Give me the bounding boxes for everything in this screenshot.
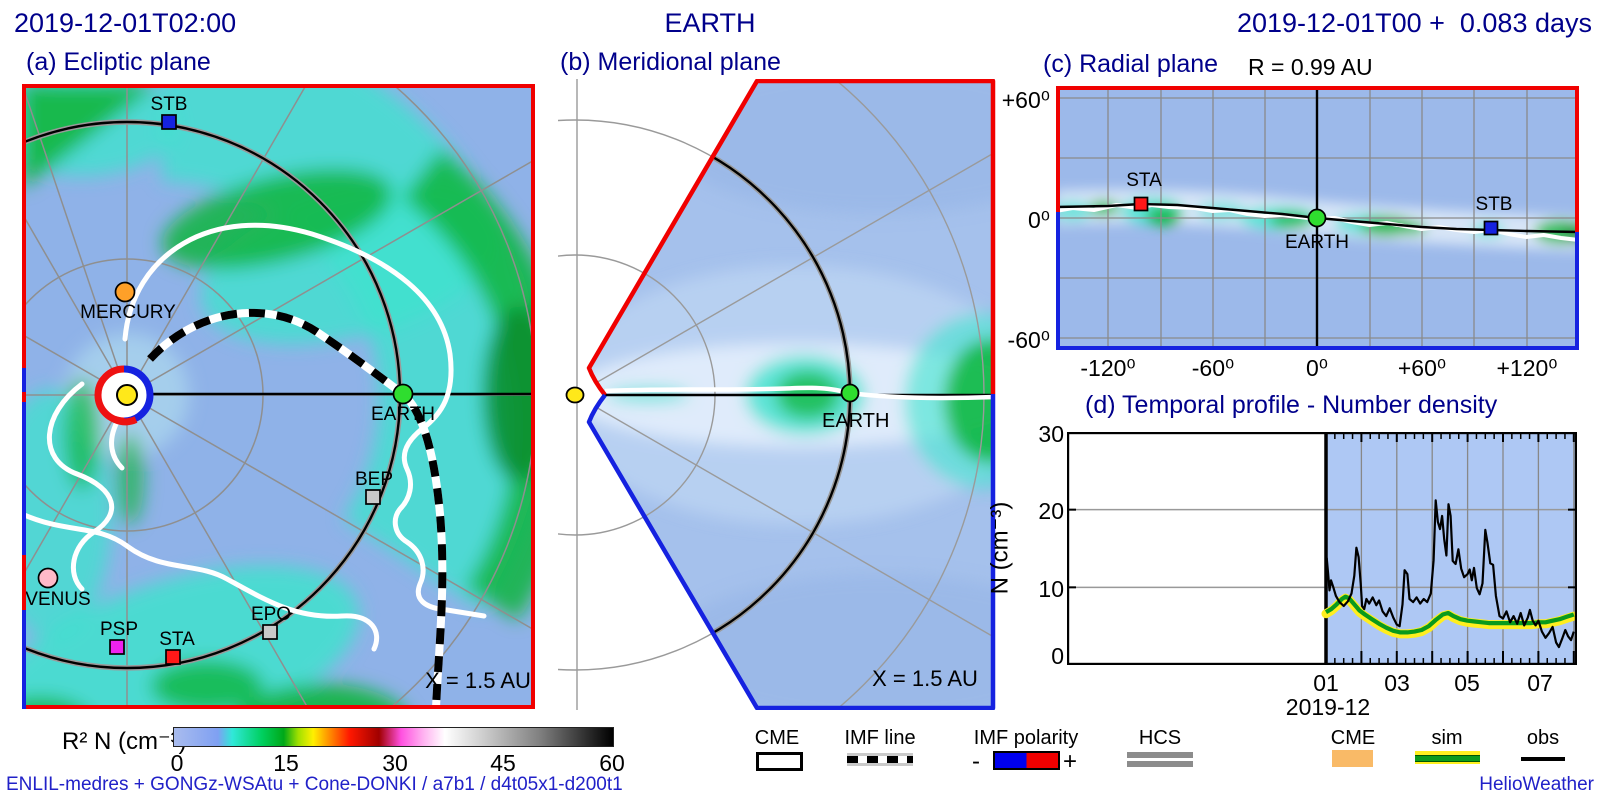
d-x-axis-label: 2019-12 (1285, 694, 1371, 720)
sta-marker (165, 649, 181, 665)
ecliptic-markers: STB MERCURY VENUS PSP STA EPO BEP EARTH (25, 94, 435, 665)
c-x-tick-3: 0⁰ (1305, 355, 1329, 381)
panel-c-title: (c) Radial plane (1043, 50, 1219, 78)
imf-polarity-plus: + (1063, 748, 1078, 775)
cme-outline-icon (756, 752, 803, 771)
meridional-plane-plot (558, 79, 998, 710)
epo-marker (262, 624, 278, 640)
d-x-tick-03: 03 (1384, 670, 1410, 696)
cme-band-icon (1332, 750, 1373, 767)
stb-marker (161, 114, 177, 130)
panel-a-extent-label: X = 1.5 AU (425, 668, 531, 693)
psp-marker (109, 639, 125, 655)
venus-label: VENUS (25, 589, 90, 610)
stb-label: STB (1476, 194, 1513, 215)
panel-b-border (586, 79, 996, 710)
temporal-curves (1321, 499, 1577, 649)
venus-marker (37, 567, 59, 589)
hcs-icon-bottom (1127, 761, 1193, 767)
earth-label: EARTH (371, 404, 435, 425)
radial-markers: STA EARTH STB (1126, 170, 1512, 253)
ecliptic-density-field: STB MERCURY VENUS PSP STA EPO BEP EARTH (22, 84, 535, 709)
c-y-tick-plus60: +60⁰ (1001, 87, 1050, 113)
mercury-label: MERCURY (80, 302, 176, 323)
sim-curve (1324, 594, 1575, 635)
epo-label: EPO (251, 604, 291, 625)
sun-marker (94, 365, 154, 426)
d-x-tick-01: 01 (1313, 670, 1339, 696)
legend-imf-polarity-label: IMF polarity (973, 727, 1079, 749)
c-x-tick-4: +60⁰ (1397, 355, 1447, 381)
legend-obs-label: obs (1526, 727, 1560, 749)
panel-a-title: (a) Ecliptic plane (26, 48, 211, 76)
obs-line-icon (1521, 757, 1565, 761)
hcs-icon-top (1127, 752, 1193, 758)
colorbar-tick-15: 15 (273, 750, 299, 776)
colorbar-tick-45: 45 (490, 750, 516, 776)
stb-marker (1483, 220, 1499, 236)
colorbar-tick-30: 30 (382, 750, 408, 776)
c-y-tick-0: 0⁰ (1027, 207, 1050, 233)
imf-line-icon (847, 753, 913, 766)
d-y-tick-10: 10 (1038, 576, 1064, 602)
psp-label: PSP (100, 619, 138, 640)
colorbar-gradient (173, 727, 614, 747)
d-y-tick-20: 20 (1038, 498, 1064, 524)
legend-sim-label: sim (1431, 727, 1463, 749)
sta-marker (1133, 196, 1149, 212)
d-y-tick-0: 0 (1051, 643, 1064, 669)
imf-polarity-minus: - (972, 748, 980, 775)
earth-label: EARTH (1285, 232, 1349, 253)
sim-line-icon (1415, 751, 1480, 764)
c-x-tick-1: -120⁰ (1080, 355, 1136, 381)
earth-marker (392, 383, 414, 405)
timestamp-forecast: 2019-12-01T00 + 0.083 days (1236, 8, 1592, 38)
earth-marker-b (840, 383, 860, 403)
ecliptic-plane-plot: STB MERCURY VENUS PSP STA EPO BEP EARTH (22, 84, 535, 709)
panel-d-border (1067, 432, 1577, 665)
panel-b-extent-label: X = 1.5 AU (872, 666, 978, 691)
panel-b-earth-label: EARTH (822, 410, 890, 432)
brand: HelioWeather (1479, 774, 1594, 795)
stb-label: STB (151, 94, 188, 115)
colorbar-label: R² N (cm⁻³) (62, 728, 187, 755)
sun-marker-b (565, 386, 585, 404)
legend-imf-line-label: IMF line (844, 727, 916, 749)
earth-marker (1307, 208, 1327, 228)
timestamp-current: 2019-12-01T02:00 (14, 8, 237, 38)
sun-core-icon (116, 384, 138, 406)
colorbar-tick-60: 60 (599, 750, 625, 776)
panel-d-title: (d) Temporal profile - Number density (1085, 391, 1498, 419)
c-x-tick-5: +120⁰ (1496, 355, 1558, 381)
d-y-axis-label: N (cm⁻³) (986, 501, 1014, 595)
legend-cme-label: CME (754, 727, 800, 749)
wedge-spokes (589, 134, 995, 656)
imf-polarity-icon (993, 751, 1060, 770)
d-x-tick-07: 07 (1527, 670, 1553, 696)
mercury-marker (114, 281, 136, 303)
d-x-tick-05: 05 (1454, 670, 1480, 696)
hcs-line-b (604, 385, 996, 401)
legend-hcs-label: HCS (1138, 727, 1182, 749)
d-y-tick-30: 30 (1038, 421, 1064, 447)
colorbar-tick-0: 0 (170, 750, 184, 776)
target-body-title: EARTH (664, 8, 756, 38)
c-y-tick-minus60: -60⁰ (1007, 327, 1050, 353)
sta-label: STA (159, 629, 195, 650)
c-x-tick-2: -60⁰ (1191, 355, 1235, 381)
obs-curve (1325, 499, 1575, 649)
hcs-lines (22, 222, 487, 652)
sta-label: STA (1126, 170, 1162, 191)
bep-marker (365, 489, 381, 505)
panel-b-title: (b) Meridional plane (560, 48, 781, 76)
legend-cme-band-label: CME (1330, 727, 1376, 749)
bep-label: BEP (355, 469, 393, 490)
panel-a-border (22, 84, 535, 709)
model-info: ENLIL-medres + GONGz-WSAtu + Cone-DONKI … (6, 774, 623, 795)
panel-c-radius-label: R = 0.99 AU (1248, 54, 1373, 80)
radial-plane-plot: STA EARTH STB (1056, 86, 1579, 350)
panel-c-border (1056, 86, 1579, 350)
temporal-profile-plot (1067, 432, 1577, 665)
